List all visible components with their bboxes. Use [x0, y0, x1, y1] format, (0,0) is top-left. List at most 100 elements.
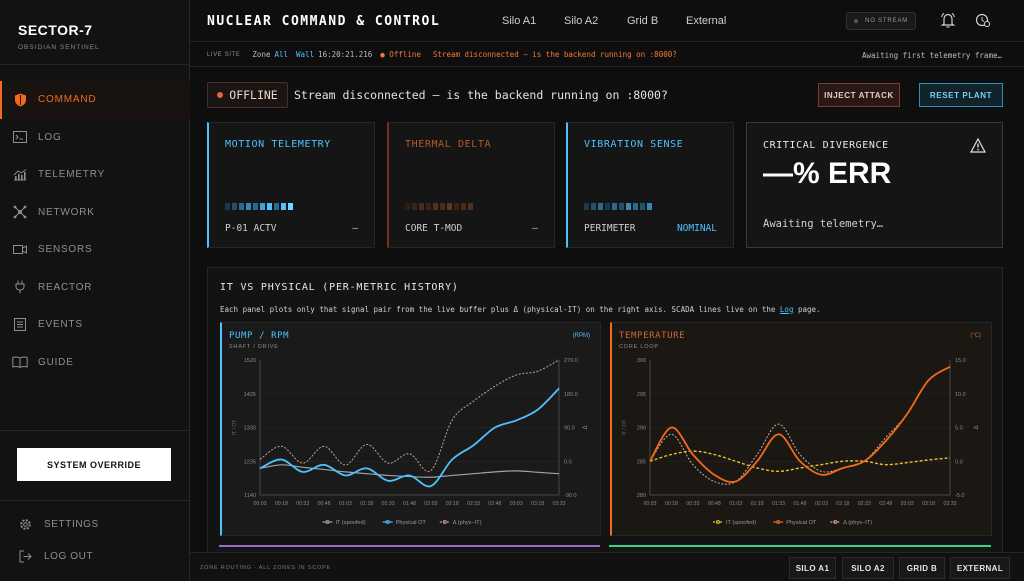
y-tick-label: 1140 [244, 493, 256, 499]
footer-external-button[interactable]: EXTERNAL [950, 557, 1010, 579]
card-motion-telemetry: MOTION TELEMETRY P-01 ACTV — [207, 122, 375, 248]
history-title: IT VS PHYSICAL (PER-METRIC HISTORY) [220, 282, 459, 293]
x-tick-label: 02:33 [467, 501, 480, 507]
y-tick-label: 285 [637, 459, 646, 465]
x-tick-label: 02:18 [836, 501, 849, 507]
card-activity-bars [584, 203, 652, 210]
sidebar-item-log[interactable]: LOG [0, 119, 190, 157]
sidebar-item-telemetry[interactable]: TELEMETRY [0, 156, 190, 194]
footer-label: ZONE ROUTING · ALL ZONES IN SCOPE [200, 565, 332, 571]
zone-label: Zone [252, 50, 271, 59]
inject-attack-button[interactable]: INJECT ATTACK [818, 83, 900, 107]
y-tick-label: 1520 [244, 358, 256, 364]
x-tick-label: 00:48 [708, 501, 721, 507]
sidebar-nav: COMMAND LOG TELEMETRY NETWORK [0, 81, 190, 381]
chart-subtitle: SHAFT / DRIVE [229, 344, 279, 350]
x-tick-label: 01:48 [794, 501, 807, 507]
clock-settings-icon[interactable] [974, 11, 992, 29]
tab-silo-a1[interactable]: Silo A1 [502, 15, 537, 27]
y2-tick-label: 10.0 [955, 392, 966, 398]
legend-marker [442, 519, 447, 524]
x-tick-label: 01:18 [751, 501, 764, 507]
critical-value: —% ERR [763, 157, 892, 190]
gear-icon [18, 517, 32, 531]
footer-silo-a2-button[interactable]: SILO A2 [842, 557, 894, 579]
pump-chart: 1140 1235 1330 1425 1520 -90.0 0.0 90.0 180.0 270… [232, 358, 589, 526]
status-ticker: LIVE SITE Zone All Wall 16:20:21.216 ● O… [190, 43, 1024, 67]
brand: SECTOR-7 OBSIDIAN SENTINEL [18, 22, 100, 51]
y-axis-label: IT / OT [232, 420, 238, 435]
footer-grid-b-button[interactable]: GRID B [899, 557, 945, 579]
plug-icon [12, 279, 28, 295]
activity-bar [461, 203, 466, 210]
tab-external[interactable]: External [686, 15, 727, 27]
card-label: PERIMETER [584, 223, 636, 234]
activity-bar [433, 203, 438, 210]
legend-label: Physical OT [786, 520, 817, 526]
settings-button[interactable]: SETTINGS [18, 517, 99, 531]
x-tick-label: 00:33 [686, 501, 699, 507]
offline-dot-icon [217, 92, 224, 98]
footer-silo-a1-button[interactable]: SILO A1 [789, 557, 836, 579]
sidebar-item-events[interactable]: EVENTS [0, 306, 190, 344]
chart-icon [12, 167, 28, 183]
legend-marker [385, 519, 390, 524]
legend-entry: IT (spoofed) [713, 519, 756, 526]
series-line [649, 366, 951, 485]
y2-tick-label: 0.0 [955, 459, 963, 465]
x-tick-label: 03:03 [510, 501, 523, 507]
series-line [259, 387, 560, 488]
wall-clock: 16:20:21.216 [318, 50, 373, 59]
offline-badge-label: OFFLINE [229, 88, 278, 102]
sidebar-item-label: EVENTS [38, 319, 83, 331]
sidebar-item-reactor[interactable]: REACTOR [0, 269, 190, 307]
activity-bar [454, 203, 459, 210]
legend-entry: Δ (phys−IT) [439, 519, 482, 526]
activity-bar [584, 203, 589, 210]
activity-bar [274, 203, 279, 210]
y-tick-label: 1235 [244, 459, 256, 465]
history-desc-text: page. [793, 305, 821, 314]
tab-grid-b[interactable]: Grid B [627, 15, 659, 27]
zone-value: All [274, 50, 289, 59]
page-title: NUCLEAR COMMAND & CONTROL [207, 14, 441, 29]
activity-bar [267, 203, 272, 210]
x-tick-label: 00:03 [254, 501, 267, 507]
shield-icon [12, 92, 28, 108]
series-line [259, 359, 560, 473]
bell-icon[interactable] [939, 11, 957, 29]
y-tick-label: 300 [637, 358, 646, 364]
ticker-right-message: Awaiting first telemetry frame… [862, 51, 1002, 60]
y2-tick-label: 180.0 [564, 392, 578, 398]
legend-label: IT (spoofed) [336, 520, 366, 526]
x-tick-label: 01:03 [729, 501, 742, 507]
sidebar-item-command[interactable]: COMMAND [0, 81, 190, 119]
sidebar-item-network[interactable]: NETWORK [0, 194, 190, 232]
activity-bar [239, 203, 244, 210]
x-tick-label: 02:03 [815, 501, 828, 507]
log-link[interactable]: Log [779, 305, 794, 314]
x-tick-label: 00:33 [296, 501, 309, 507]
logout-button[interactable]: LOG OUT [18, 549, 93, 563]
y2-tick-label: 90.0 [564, 426, 575, 432]
y2-tick-label: -90.0 [564, 493, 577, 499]
y2-tick-label: 15.0 [955, 358, 966, 364]
activity-bar [288, 203, 293, 210]
sidebar-item-guide[interactable]: GUIDE [0, 344, 190, 382]
sidebar-item-label: SENSORS [38, 244, 93, 256]
live-site-label: LIVE SITE [207, 51, 241, 58]
tab-silo-a2[interactable]: Silo A2 [564, 15, 599, 27]
system-override-button[interactable]: SYSTEM OVERRIDE [17, 448, 171, 481]
y-tick-label: 295 [637, 392, 646, 398]
network-icon [12, 204, 28, 220]
camera-icon [12, 242, 28, 258]
reset-plant-button[interactable]: RESET PLANT [919, 83, 1003, 107]
series-line [259, 464, 560, 478]
history-description: Each panel plots only that signal pair f… [220, 305, 821, 314]
activity-bar [260, 203, 265, 210]
sidebar-item-sensors[interactable]: SENSORS [0, 231, 190, 269]
sidebar-divider [0, 500, 190, 501]
activity-bar [468, 203, 473, 210]
legend-marker [716, 519, 721, 524]
